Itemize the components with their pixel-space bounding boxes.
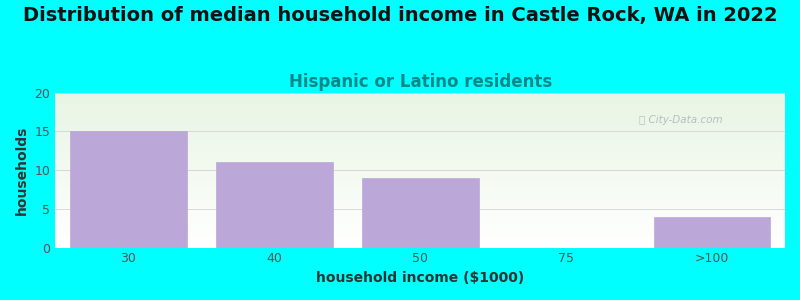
- X-axis label: household income ($1000): household income ($1000): [316, 271, 524, 285]
- Y-axis label: households: households: [15, 125, 29, 215]
- Bar: [70, 131, 186, 248]
- Bar: [362, 178, 478, 247]
- Text: ⓘ City-Data.com: ⓘ City-Data.com: [639, 116, 722, 125]
- Text: Distribution of median household income in Castle Rock, WA in 2022: Distribution of median household income …: [22, 6, 778, 25]
- Bar: [216, 162, 333, 248]
- Title: Hispanic or Latino residents: Hispanic or Latino residents: [289, 73, 552, 91]
- Bar: [654, 217, 770, 248]
